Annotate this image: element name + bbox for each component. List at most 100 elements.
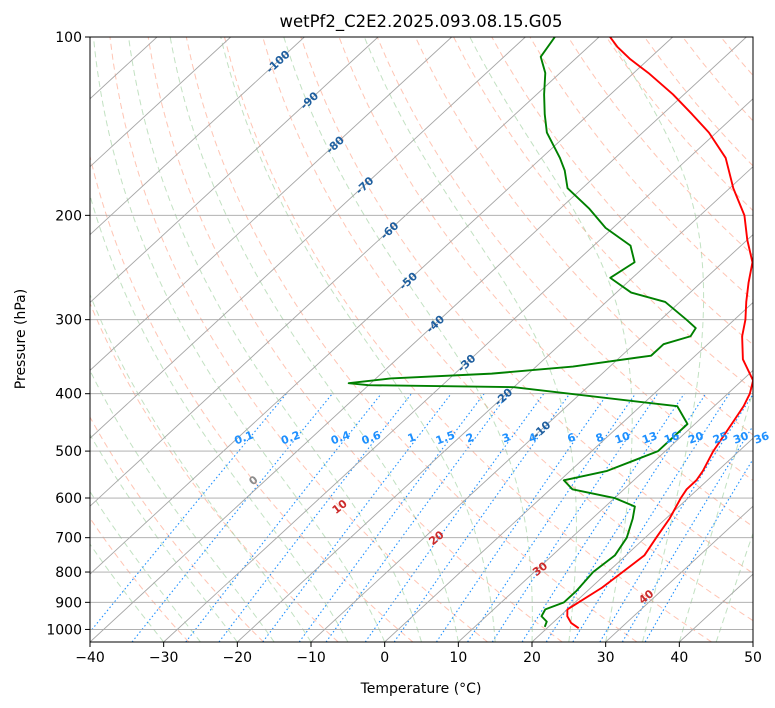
moist-adiabat-line [363,37,577,642]
axes: −40 −30 −20 −10 0 10 20 30 40 5010020030040050060… [46,30,762,666]
dry-adiabat-line [147,37,563,642]
mixing-ratio-label: 8 [594,431,606,446]
moist-adiabat-line [128,37,422,642]
mixing-ratio-line [185,393,382,642]
mixing-ratio-label: 36 [752,429,771,447]
dry-adiabat-line [376,37,753,482]
mixing-ratio-line [491,393,659,642]
dry-adiabat-line [529,37,753,301]
y-tick-label: 800 [55,565,82,581]
mixing-ratio-label: 2 [464,431,476,446]
mixing-ratio-label: 4 [527,430,539,445]
isotherm-line [605,505,753,642]
mixing-ratio-label: 16 [662,429,681,447]
mixing-ratio-line [298,393,485,642]
dry-adiabat-line [90,416,264,642]
x-tick-label: 20 [523,650,541,666]
isotherm-line [90,37,674,575]
mixing-ratio-line [467,393,636,642]
dry-adiabat-line [90,154,414,642]
mixing-ratio-label: 6 [566,430,578,445]
mixing-ratio-label: 10 [613,429,632,447]
mixing-ratio-line [599,393,753,642]
x-tick-label: −40 [75,650,105,666]
isotherm-line [310,233,753,642]
mixing-ratio-line [545,393,707,642]
mixing-ratio-label: 20 [686,429,705,447]
dry-adiabat-line [453,37,753,391]
mixing-ratio-line [90,393,287,633]
moist-adiabat-line [469,37,633,642]
mixing-ratio-label: 0.4 [329,428,352,447]
moist-adiabat-line [90,369,275,642]
moist-adiabat-line [90,490,201,642]
moist-adiabat-line [678,388,753,642]
isotherm-line [90,37,232,168]
dry-adiabat-line [262,37,753,622]
x-tick-label: −10 [296,650,326,666]
y-tick-label: 200 [55,208,82,224]
y-tick-label: 1000 [46,622,82,638]
y-tick-label: 600 [55,491,82,507]
dry-adiabat-line [185,37,638,642]
x-tick-label: 0 [380,650,389,666]
y-tick-label: 900 [55,595,82,611]
x-tick-label: −30 [149,650,179,666]
data-curves [347,37,753,629]
mixing-ratio-line [572,393,730,642]
x-tick-label: 40 [670,650,688,666]
y-tick-label: 300 [55,313,82,329]
isotherm-line [90,37,600,507]
y-tick-label: 400 [55,387,82,403]
mixing-ratio-label: 1 [406,431,418,446]
mixing-ratio-line [644,458,753,642]
isotherm-line [384,301,753,642]
dry-adiabat-line [109,37,488,642]
x-tick-label: 10 [449,650,467,666]
isotherm-line [237,166,753,642]
mixing-ratio-label: 0.1 [233,429,256,448]
moist-adiabat-line [90,433,238,642]
isotherm-line [90,37,526,439]
moist-adiabat-line [92,37,386,642]
y-tick-label: 500 [55,444,82,460]
moist-adiabat-line [220,37,496,642]
plot-frame [89,36,754,643]
temperature-profile [566,37,753,629]
mixing-ratio-label: 0.6 [360,428,383,447]
mixing-ratio-label: 30 [732,429,751,447]
mixing-ratio-line [218,393,412,642]
mixing-ratio-label: 0.2 [279,429,302,448]
background-lines [90,37,753,642]
isotherm-line [90,37,379,304]
chart-title: wetPf2_C2E2.2025.093.08.15.G05 [279,12,562,32]
moist-adiabat-line [90,543,165,642]
x-axis-title: Temperature (°C) [360,681,482,697]
y-axis-title: Pressure (hPa) [13,289,29,389]
mixing-ratio-label: 1.5 [434,429,457,448]
mixing-ratio-line [393,393,571,642]
mixing-ratio-line [621,424,753,642]
isotherm-line [531,437,753,642]
isotherm-line [90,37,453,372]
x-tick-label: −20 [223,650,253,666]
moist-adiabat-line [715,532,753,642]
dry-adiabat-line [300,37,753,574]
mixing-ratio-label: 13 [640,429,659,446]
isotherm-line [163,98,753,642]
mixing-ratio-label: 3 [500,431,512,446]
mixing-ratio-label: 25 [711,429,730,446]
x-tick-label: 30 [597,650,615,666]
x-tick-label: 50 [744,650,762,666]
dry-adiabat-line [491,37,753,346]
plot-background [90,37,753,642]
mixing-ratio-line [364,393,545,642]
isotherm-line [458,369,753,642]
mixing-ratio-line [521,393,685,642]
moist-adiabat-line [283,37,533,642]
moist-adiabat-line [609,37,705,642]
y-tick-label: 700 [55,531,82,547]
dewpoint-profile [347,37,697,628]
y-tick-label: 100 [55,30,82,46]
